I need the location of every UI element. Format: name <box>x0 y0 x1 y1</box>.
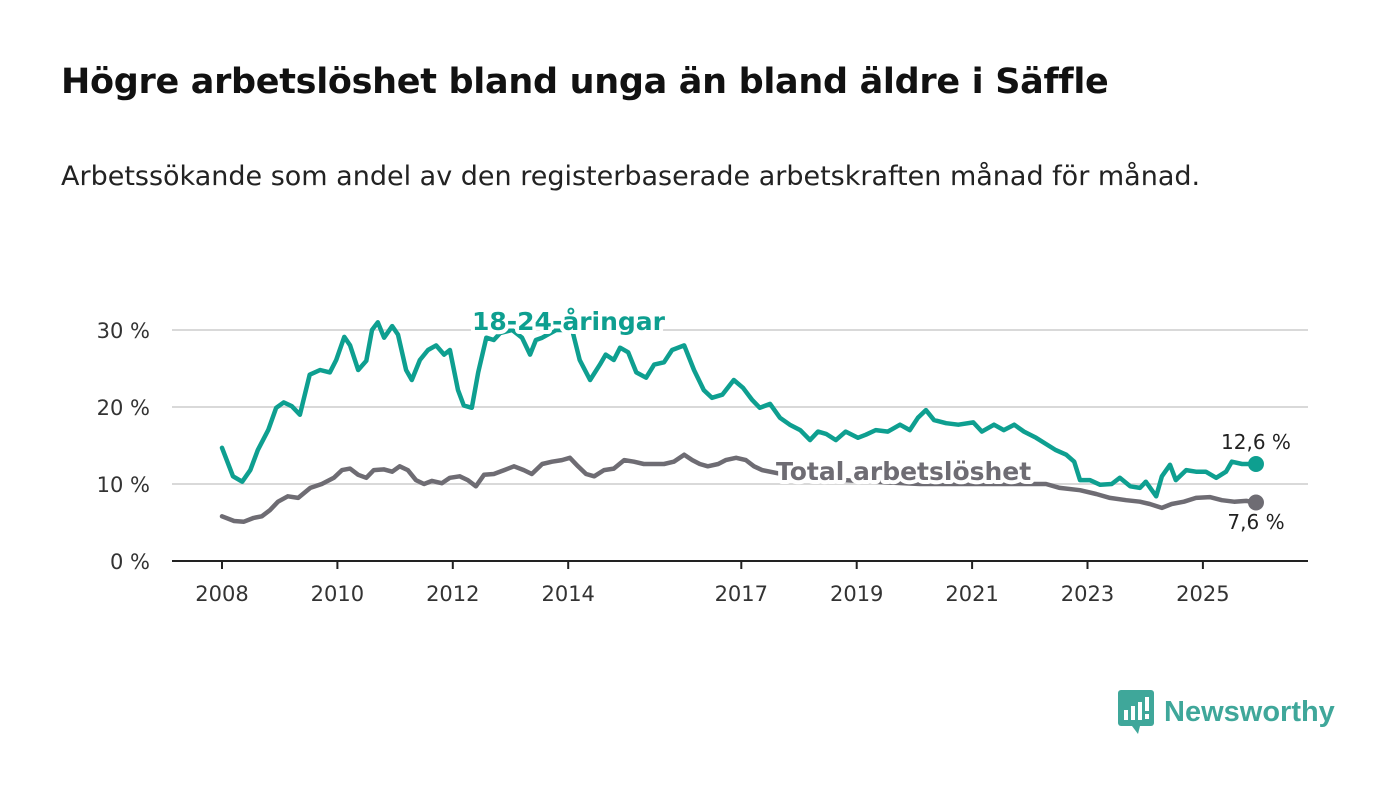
series-line-youth <box>219 320 1259 499</box>
series-label-youth: 18-24-åringar <box>472 307 666 336</box>
newsworthy-logo-icon <box>1118 690 1154 734</box>
x-tick-label: 2025 <box>1176 582 1229 606</box>
x-tick-label: 2019 <box>830 582 883 606</box>
brand-name: Newsworthy <box>1164 695 1335 728</box>
end-point-youth <box>1247 455 1264 472</box>
y-tick-label: 20 % <box>97 396 150 420</box>
x-tick-label: 2010 <box>311 582 364 606</box>
x-tick-label: 2012 <box>426 582 479 606</box>
chart-subtitle: Arbetssökande som andel av den registerb… <box>61 161 1201 192</box>
x-tick-label: 2014 <box>541 582 594 606</box>
x-tick-label: 2008 <box>195 582 248 606</box>
newsworthy-logo[interactable]: Newsworthy <box>1118 690 1335 734</box>
y-tick-label: 0 % <box>110 550 150 574</box>
end-label-total: 7,6 % <box>1227 510 1284 534</box>
y-tick-label: 10 % <box>97 473 150 497</box>
x-tick-label: 2017 <box>715 582 768 606</box>
x-tick-label: 2021 <box>945 582 998 606</box>
series-label-total: Total arbetslöshet <box>776 457 1031 486</box>
y-tick-label: 30 % <box>97 319 150 343</box>
end-label-youth: 12,6 % <box>1221 430 1291 454</box>
chart-title: Högre arbetslöshet bland unga än bland ä… <box>61 62 1109 102</box>
series-line-total <box>219 452 1259 524</box>
x-tick-label: 2023 <box>1061 582 1114 606</box>
end-point-total <box>1247 494 1264 511</box>
